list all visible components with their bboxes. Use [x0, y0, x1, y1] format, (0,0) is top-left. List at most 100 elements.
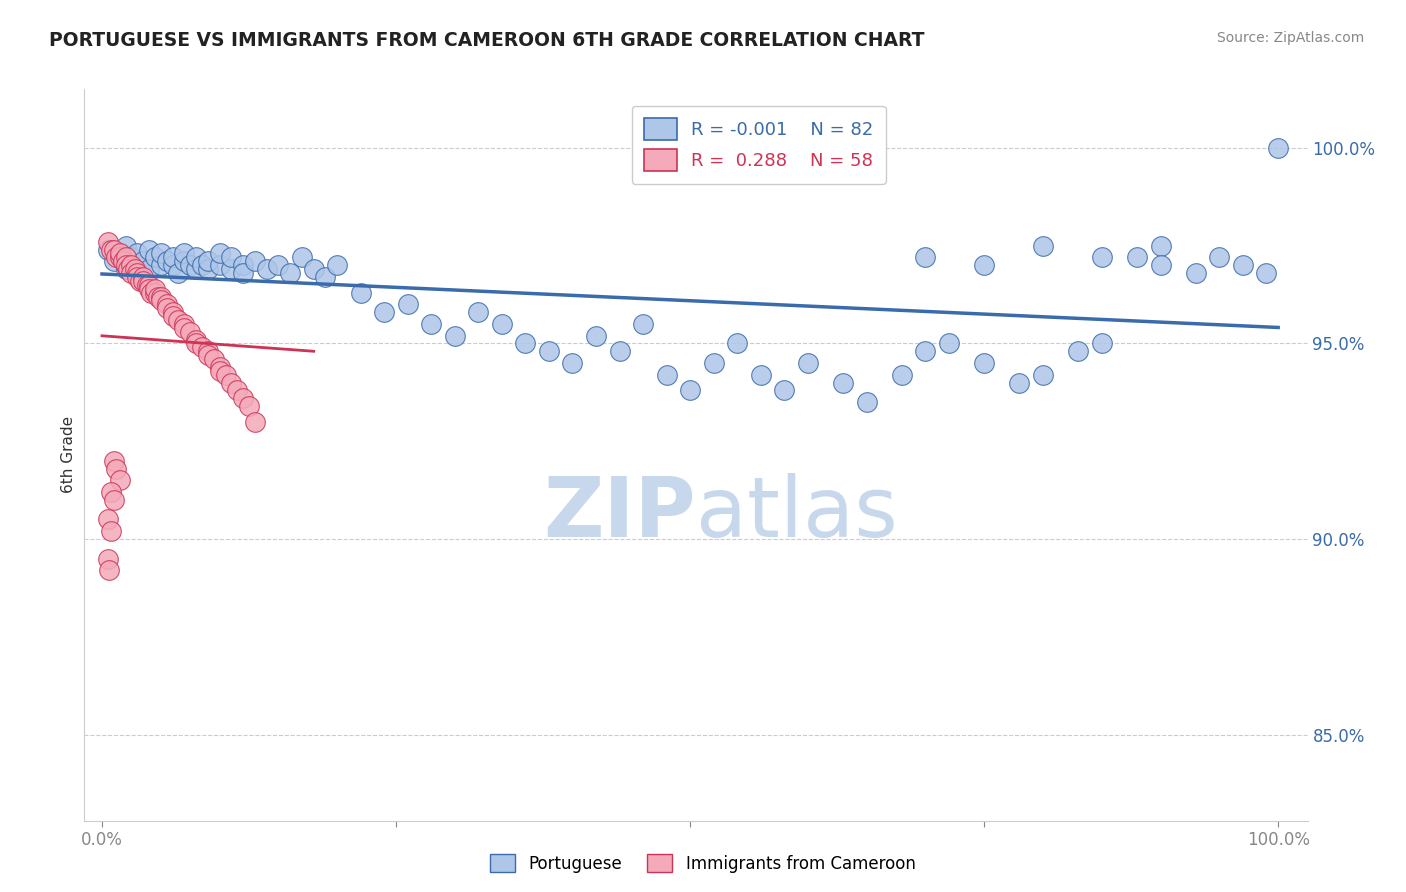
Point [914, 344, 936, 359]
Point [148, 289, 170, 303]
Point [537, 344, 560, 359]
Point [585, 328, 607, 343]
Point [232, 258, 254, 272]
Point [127, 269, 149, 284]
Point [197, 262, 219, 277]
Point [156, 297, 179, 311]
Point [326, 258, 349, 272]
Point [221, 376, 243, 390]
Point [197, 254, 219, 268]
Point [631, 317, 654, 331]
Point [114, 238, 136, 252]
Point [232, 266, 254, 280]
Point [132, 274, 155, 288]
Point [890, 368, 912, 382]
Point [100, 243, 122, 257]
Point [108, 246, 131, 260]
Point [138, 277, 160, 292]
Point [221, 262, 243, 277]
Point [143, 251, 166, 265]
Point [191, 258, 214, 272]
Point [184, 251, 207, 265]
Text: ZIP: ZIP [544, 473, 696, 554]
Point [132, 254, 155, 268]
Point [291, 251, 314, 265]
Point [117, 262, 139, 277]
Point [467, 305, 489, 319]
Text: Source: ZipAtlas.com: Source: ZipAtlas.com [1216, 31, 1364, 45]
Point [184, 333, 207, 347]
Point [243, 415, 266, 429]
Point [173, 317, 195, 331]
Point [179, 258, 201, 272]
Point [232, 391, 254, 405]
Point [267, 258, 290, 272]
Point [973, 356, 995, 370]
Point [197, 344, 219, 359]
Point [100, 524, 122, 539]
Point [97, 512, 120, 526]
Point [1208, 251, 1230, 265]
Point [143, 282, 166, 296]
Point [114, 262, 136, 277]
Point [132, 269, 155, 284]
Point [120, 266, 142, 280]
Point [197, 348, 219, 362]
Point [97, 243, 120, 257]
Point [243, 254, 266, 268]
Point [1267, 141, 1289, 155]
Point [1032, 238, 1054, 252]
Point [162, 258, 184, 272]
Point [98, 563, 121, 577]
Point [1067, 344, 1090, 359]
Text: PORTUGUESE VS IMMIGRANTS FROM CAMEROON 6TH GRADE CORRELATION CHART: PORTUGUESE VS IMMIGRANTS FROM CAMEROON 6… [49, 31, 925, 50]
Point [914, 251, 936, 265]
Point [703, 356, 725, 370]
Point [202, 352, 225, 367]
Point [208, 364, 231, 378]
Point [208, 258, 231, 272]
Point [141, 285, 163, 300]
Point [226, 384, 249, 398]
Point [149, 289, 172, 303]
Text: atlas: atlas [696, 473, 897, 554]
Point [127, 258, 149, 272]
Point [373, 305, 395, 319]
Point [221, 251, 243, 265]
Point [420, 317, 443, 331]
Legend: Portuguese, Immigrants from Cameroon: Portuguese, Immigrants from Cameroon [484, 847, 922, 880]
Point [1032, 368, 1054, 382]
Point [179, 325, 201, 339]
Y-axis label: 6th Grade: 6th Grade [60, 417, 76, 493]
Point [256, 262, 278, 277]
Point [162, 309, 184, 323]
Point [1126, 251, 1149, 265]
Point [105, 461, 128, 475]
Point [350, 285, 373, 300]
Point [156, 254, 179, 268]
Point [173, 320, 195, 334]
Point [167, 266, 190, 280]
Point [278, 266, 301, 280]
Point [162, 305, 184, 319]
Point [128, 274, 150, 288]
Legend: R = -0.001    N = 82, R =  0.288    N = 58: R = -0.001 N = 82, R = 0.288 N = 58 [631, 105, 886, 184]
Point [938, 336, 960, 351]
Point [127, 246, 149, 260]
Point [120, 251, 142, 265]
Point [173, 254, 195, 268]
Point [1149, 238, 1171, 252]
Point [973, 258, 995, 272]
Point [773, 384, 796, 398]
Point [167, 313, 190, 327]
Point [162, 251, 184, 265]
Point [105, 251, 128, 265]
Point [1008, 376, 1031, 390]
Point [725, 336, 748, 351]
Point [103, 243, 125, 257]
Point [124, 262, 146, 277]
Point [796, 356, 818, 370]
Point [103, 492, 125, 507]
Point [143, 285, 166, 300]
Point [112, 254, 135, 268]
